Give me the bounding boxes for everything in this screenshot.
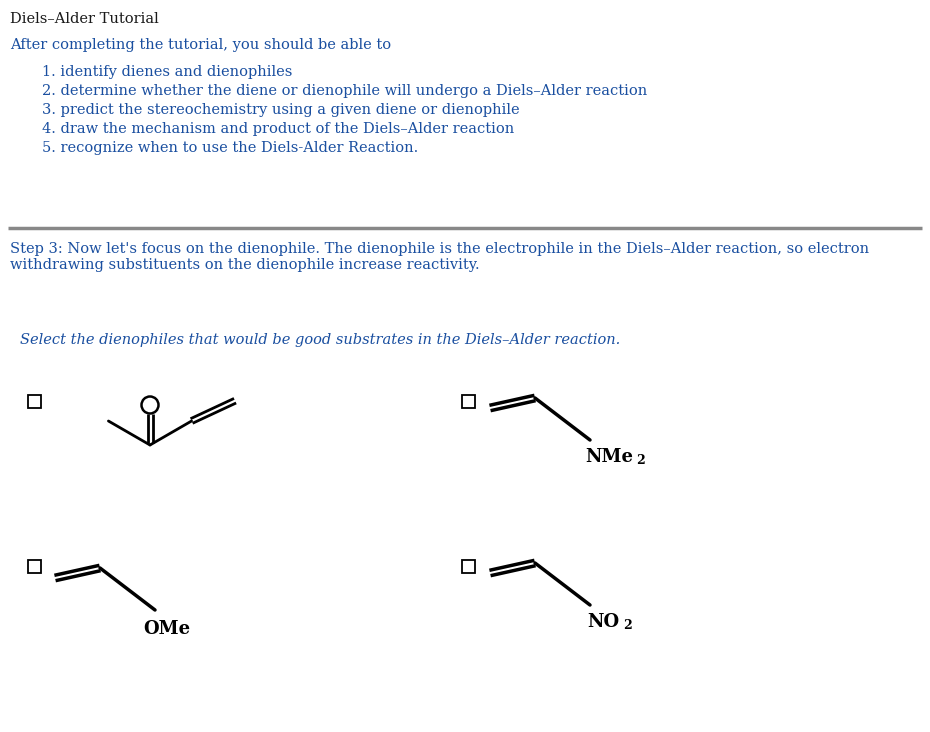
Bar (462, 560, 475, 573)
Text: 2: 2 (623, 619, 631, 632)
Text: Step 3: Now let's focus on the dienophile. The dienophile is the electrophile in: Step 3: Now let's focus on the dienophil… (10, 242, 870, 272)
Text: 2: 2 (636, 454, 644, 467)
Text: Diels–Alder Tutorial: Diels–Alder Tutorial (10, 12, 159, 26)
Text: After completing the tutorial, you should be able to: After completing the tutorial, you shoul… (10, 38, 392, 52)
Text: 2. determine whether the diene or dienophile will undergo a Diels–Alder reaction: 2. determine whether the diene or dienop… (42, 84, 647, 98)
Bar (462, 395, 475, 408)
Text: 4. draw the mechanism and product of the Diels–Alder reaction: 4. draw the mechanism and product of the… (42, 122, 514, 136)
Text: NO: NO (587, 613, 619, 631)
Text: 3. predict the stereochemistry using a given diene or dienophile: 3. predict the stereochemistry using a g… (42, 103, 520, 117)
Bar (28, 560, 41, 573)
Text: 1. identify dienes and dienophiles: 1. identify dienes and dienophiles (42, 65, 292, 79)
Text: OMe: OMe (143, 620, 190, 638)
Text: Select the dienophiles that would be good substrates in the Diels–Alder reaction: Select the dienophiles that would be goo… (20, 333, 620, 347)
Text: NMe: NMe (585, 448, 633, 466)
Text: 5. recognize when to use the Diels-Alder Reaction.: 5. recognize when to use the Diels-Alder… (42, 141, 419, 155)
Bar (28, 395, 41, 408)
